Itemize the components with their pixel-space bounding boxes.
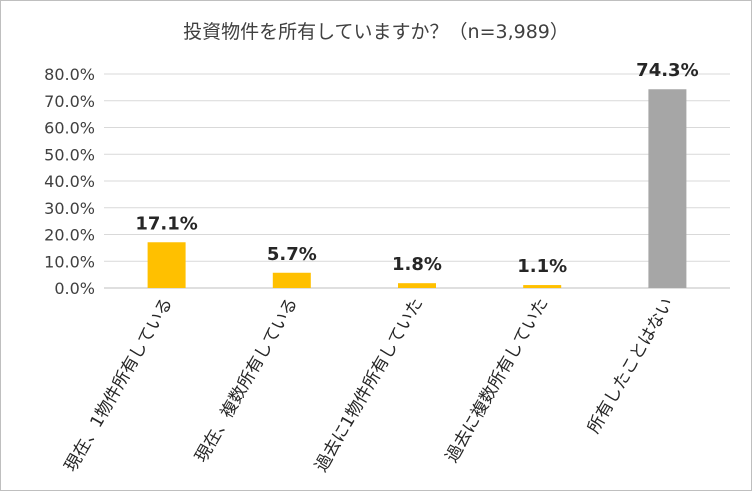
category-label: 過去に1物件所有していた [311,295,427,476]
bar [147,242,186,288]
data-label: 5.7% [267,244,317,265]
y-tick-label: 40.0% [44,172,95,191]
y-axis-ticks: 0.0% 10.0% 20.0% 30.0% 40.0% 50.0% 60.0% 70.0% 8… [44,65,95,298]
data-label: 74.3% [636,60,698,81]
category-label: 現在、複数所有している [192,295,303,467]
y-tick-label: 20.0% [44,226,95,245]
data-label: 17.1% [135,213,197,234]
y-tick-label: 10.0% [44,252,95,271]
bar [272,272,311,288]
data-label: 1.1% [517,256,567,277]
y-tick-label: 80.0% [44,65,95,84]
y-tick-label: 50.0% [44,145,95,164]
bar [398,283,436,288]
data-labels: 17.1% 5.7% 1.8% 1.1% 74.3% [135,60,698,277]
gridlines [104,73,730,289]
category-label: 所有したことはない [584,295,678,438]
y-tick-label: 0.0% [54,279,95,298]
bar [648,89,687,288]
data-label: 1.8% [392,254,442,275]
y-tick-label: 60.0% [44,119,95,138]
category-label: 過去に複数所有していた [442,295,553,467]
bar [523,285,562,288]
category-labels: 現在、1物件所有している 現在、複数所有している 過去に1物件所有していた 過去に複数… [61,295,678,476]
bars [147,89,687,288]
y-tick-label: 70.0% [44,92,95,111]
category-label: 現在、1物件所有している [61,295,177,476]
y-tick-label: 30.0% [44,199,95,218]
chart-title: 投資物件を所有していますか？（n=3,989） [183,21,569,43]
